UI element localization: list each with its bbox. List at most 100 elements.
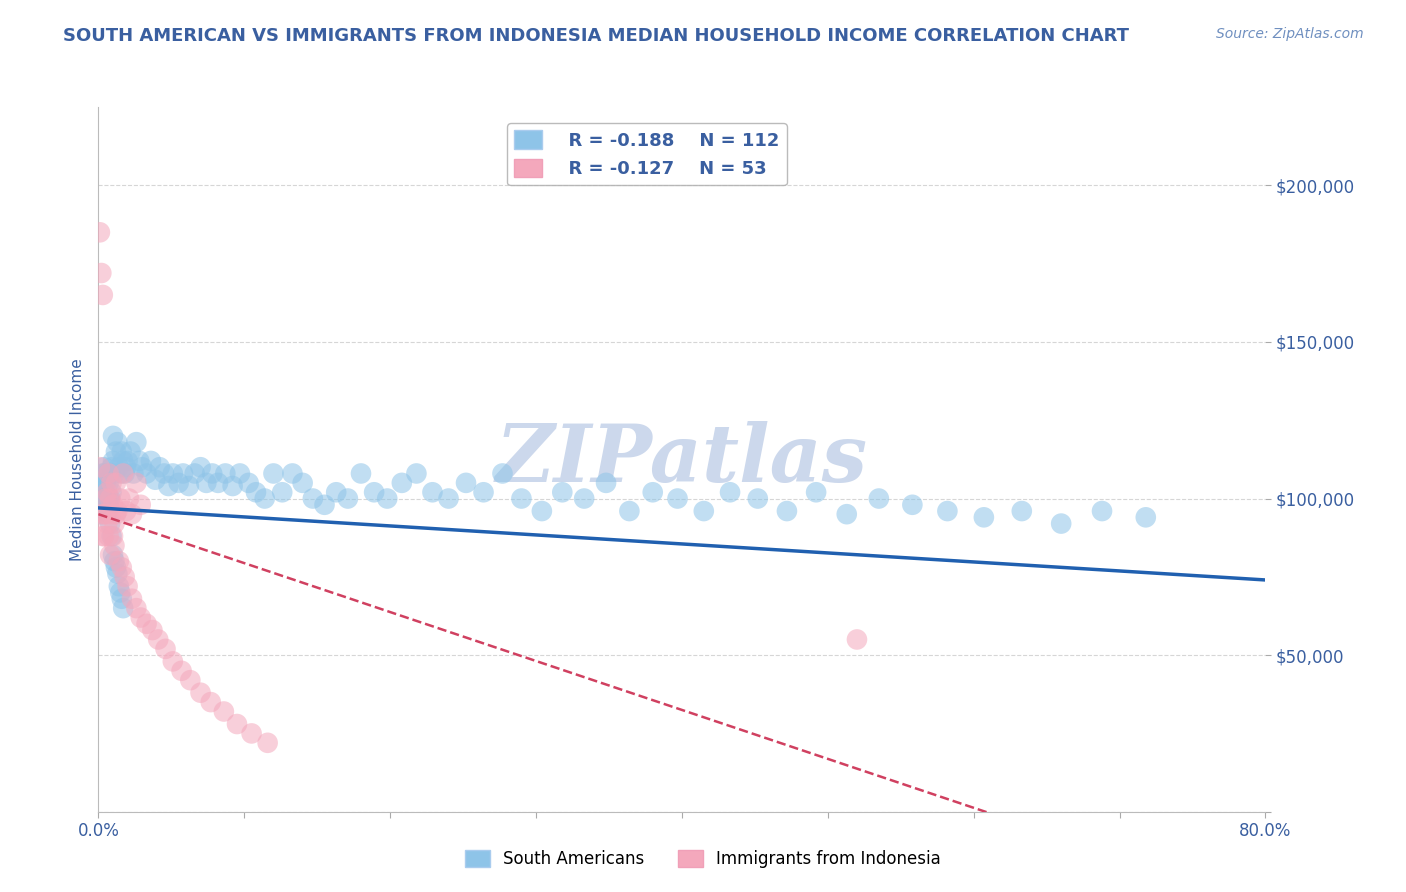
Point xyxy=(619,504,641,518)
Point xyxy=(111,444,134,458)
Point xyxy=(139,454,162,468)
Point xyxy=(100,460,122,475)
Point xyxy=(112,467,135,481)
Point xyxy=(190,460,212,475)
Point xyxy=(314,498,336,512)
Point xyxy=(162,654,184,668)
Point xyxy=(108,554,131,568)
Point xyxy=(90,507,112,521)
Point xyxy=(103,539,125,553)
Point xyxy=(153,467,176,481)
Point xyxy=(105,435,128,450)
Point xyxy=(641,485,664,500)
Point xyxy=(114,570,136,584)
Point xyxy=(104,560,127,574)
Point xyxy=(108,460,131,475)
Point xyxy=(190,686,212,700)
Point xyxy=(100,507,122,521)
Point xyxy=(96,504,118,518)
Point xyxy=(595,475,617,490)
Point xyxy=(121,591,143,606)
Point xyxy=(117,579,139,593)
Point xyxy=(212,705,235,719)
Point xyxy=(100,529,122,543)
Point xyxy=(97,498,120,512)
Point xyxy=(115,460,138,475)
Point xyxy=(183,467,205,481)
Point xyxy=(125,435,148,450)
Point xyxy=(221,479,243,493)
Point xyxy=(94,504,117,518)
Point xyxy=(97,467,120,481)
Point xyxy=(98,516,121,531)
Point xyxy=(129,498,152,512)
Point xyxy=(115,504,138,518)
Point xyxy=(101,498,124,512)
Point xyxy=(96,498,118,512)
Point xyxy=(846,632,869,647)
Point xyxy=(93,507,115,521)
Point xyxy=(91,529,114,543)
Point xyxy=(91,475,114,490)
Point xyxy=(835,507,858,521)
Point xyxy=(262,467,284,481)
Point xyxy=(936,504,959,518)
Point xyxy=(108,579,131,593)
Point xyxy=(141,623,163,637)
Point xyxy=(1135,510,1157,524)
Point xyxy=(201,467,224,481)
Point xyxy=(89,225,111,239)
Point xyxy=(101,548,124,562)
Point xyxy=(256,736,278,750)
Point xyxy=(122,467,145,481)
Point xyxy=(91,504,114,518)
Point xyxy=(97,491,120,506)
Point xyxy=(155,641,177,656)
Point xyxy=(96,516,118,531)
Point xyxy=(271,485,294,500)
Point xyxy=(901,498,924,512)
Text: Source: ZipAtlas.com: Source: ZipAtlas.com xyxy=(1216,27,1364,41)
Point xyxy=(112,454,135,468)
Point xyxy=(129,610,152,624)
Point xyxy=(94,507,117,521)
Point xyxy=(530,504,553,518)
Point xyxy=(131,460,153,475)
Point xyxy=(96,467,118,481)
Point xyxy=(214,467,236,481)
Point xyxy=(1011,504,1033,518)
Point xyxy=(91,467,114,481)
Point xyxy=(97,475,120,490)
Point xyxy=(96,485,118,500)
Point xyxy=(89,491,111,506)
Point xyxy=(747,491,769,506)
Point xyxy=(93,485,115,500)
Point xyxy=(472,485,495,500)
Point xyxy=(101,529,124,543)
Point xyxy=(100,485,122,500)
Point xyxy=(1050,516,1073,531)
Point xyxy=(302,491,325,506)
Point xyxy=(162,467,184,481)
Point xyxy=(281,467,304,481)
Point xyxy=(103,467,125,481)
Point xyxy=(101,429,124,443)
Point xyxy=(110,467,132,481)
Point xyxy=(117,454,139,468)
Point xyxy=(350,467,373,481)
Point xyxy=(121,507,143,521)
Point xyxy=(177,479,200,493)
Point xyxy=(100,475,122,490)
Point xyxy=(454,475,477,490)
Point xyxy=(868,491,890,506)
Point xyxy=(666,491,689,506)
Point xyxy=(98,467,121,481)
Point xyxy=(693,504,716,518)
Point xyxy=(336,491,359,506)
Point xyxy=(240,726,263,740)
Point xyxy=(94,491,117,506)
Point xyxy=(167,475,190,490)
Point xyxy=(325,485,347,500)
Point xyxy=(551,485,574,500)
Point xyxy=(98,491,121,506)
